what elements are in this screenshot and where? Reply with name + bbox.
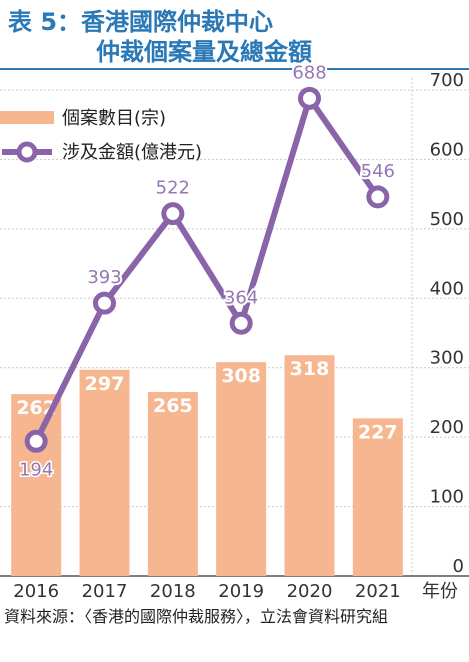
line-point xyxy=(93,291,116,315)
line-point xyxy=(298,86,321,110)
bar-value-label: 297 xyxy=(85,373,125,395)
bar-value-label: 308 xyxy=(221,365,261,387)
y-tick-label: 600 xyxy=(430,139,464,160)
legend-bar-swatch xyxy=(0,111,54,124)
bar xyxy=(147,392,198,576)
x-axis-ticks: 2016 2017 2018 2019 2020 2021 年份 xyxy=(13,581,458,600)
y-tick-label: 100 xyxy=(430,487,464,508)
line-value-label: 522 xyxy=(156,178,190,199)
line-value-label: 393 xyxy=(87,267,121,288)
x-tick-label: 2017 xyxy=(82,581,128,600)
bar xyxy=(284,355,335,576)
y-tick-label: 200 xyxy=(430,417,464,438)
bar xyxy=(11,394,62,576)
chart-title-line-2: 仲裁個案量及總金額 xyxy=(96,38,312,66)
chart-title-line-1: 表 5：香港國際仲裁中心 xyxy=(8,8,274,36)
x-tick-label: 2016 xyxy=(13,581,59,600)
x-tick-label: 2021 xyxy=(355,581,401,600)
bar xyxy=(79,369,130,576)
line-series: 194 393 522 364 688 546 xyxy=(17,60,397,481)
bar xyxy=(216,362,267,576)
y-tick-label: 0 xyxy=(453,556,464,577)
y-axis-ticks: 0 100 200 300 400 500 600 700 xyxy=(430,70,464,577)
legend-bar-label: 個案數目(宗) xyxy=(62,108,166,129)
bar xyxy=(352,418,403,576)
line-point xyxy=(366,185,390,209)
line-value-label: 688 xyxy=(292,62,326,83)
legend: 個案數目(宗) 涉及金額(億港元) xyxy=(0,108,202,163)
line-value-label: 194 xyxy=(19,459,53,480)
line-path xyxy=(33,95,381,443)
bar-value-label: 265 xyxy=(153,395,193,417)
y-tick-label: 300 xyxy=(430,348,464,369)
y-tick-label: 400 xyxy=(430,278,464,299)
x-tick-label: 2019 xyxy=(218,581,264,600)
line-value-label: 546 xyxy=(361,161,395,182)
line-value-label: 364 xyxy=(224,287,258,308)
line-point xyxy=(24,429,48,453)
legend-line-label: 涉及金額(億港元) xyxy=(62,142,202,163)
x-tick-label: 2020 xyxy=(287,581,333,600)
x-tick-label: 2018 xyxy=(150,581,196,600)
bar-value-label: 318 xyxy=(290,358,330,380)
line-point xyxy=(161,202,185,226)
y-tick-label: 500 xyxy=(430,209,464,230)
y-tick-label: 700 xyxy=(430,70,464,91)
source-note: 資料來源：〈香港的國際仲裁服務〉，立法會資料研究組 xyxy=(4,607,389,626)
bar-value-label: 227 xyxy=(358,421,398,443)
line-point xyxy=(229,311,253,335)
x-axis-unit-label: 年份 xyxy=(422,581,458,600)
legend-line-marker xyxy=(16,141,38,163)
